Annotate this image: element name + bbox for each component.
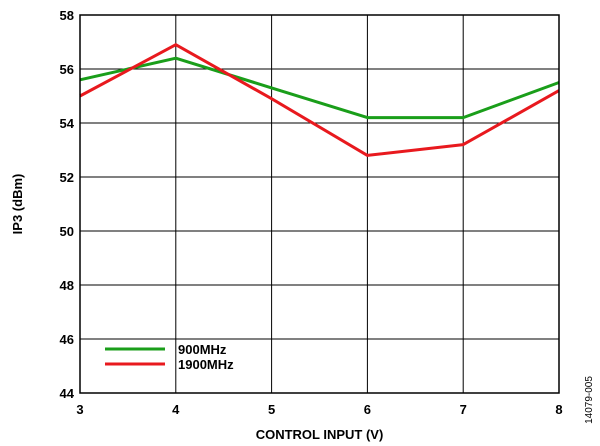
figure-id: 14079-005 — [584, 376, 595, 424]
x-tick-label: 7 — [460, 402, 467, 417]
grid — [80, 15, 559, 393]
y-tick-label: 56 — [60, 62, 74, 77]
x-axis-title: CONTROL INPUT (V) — [256, 427, 384, 442]
x-tick-label: 5 — [268, 402, 275, 417]
legend-label: 1900MHz — [178, 357, 234, 372]
y-tick-label: 50 — [60, 224, 74, 239]
y-tick-label: 58 — [60, 8, 74, 23]
series-line-900mhz — [79, 56, 560, 120]
legend-label: 900MHz — [178, 342, 227, 357]
y-tick-label: 52 — [60, 170, 74, 185]
series-lines — [79, 43, 560, 157]
x-tick-label: 8 — [555, 402, 562, 417]
y-tick-label: 54 — [60, 116, 75, 131]
x-tick-label: 6 — [364, 402, 371, 417]
plot-frame — [79, 14, 560, 394]
y-axis-title: IP3 (dBm) — [10, 174, 25, 235]
y-tick-labels: 44 46 48 50 52 54 56 58 — [60, 8, 75, 401]
y-tick-label: 48 — [60, 278, 74, 293]
y-tick-label: 46 — [60, 332, 74, 347]
x-tick-labels: 3 4 5 6 7 8 — [76, 402, 562, 417]
y-tick-label: 44 — [60, 386, 75, 401]
x-tick-label: 4 — [172, 402, 180, 417]
x-tick-label: 3 — [76, 402, 83, 417]
series-line-1900mhz — [79, 43, 560, 157]
